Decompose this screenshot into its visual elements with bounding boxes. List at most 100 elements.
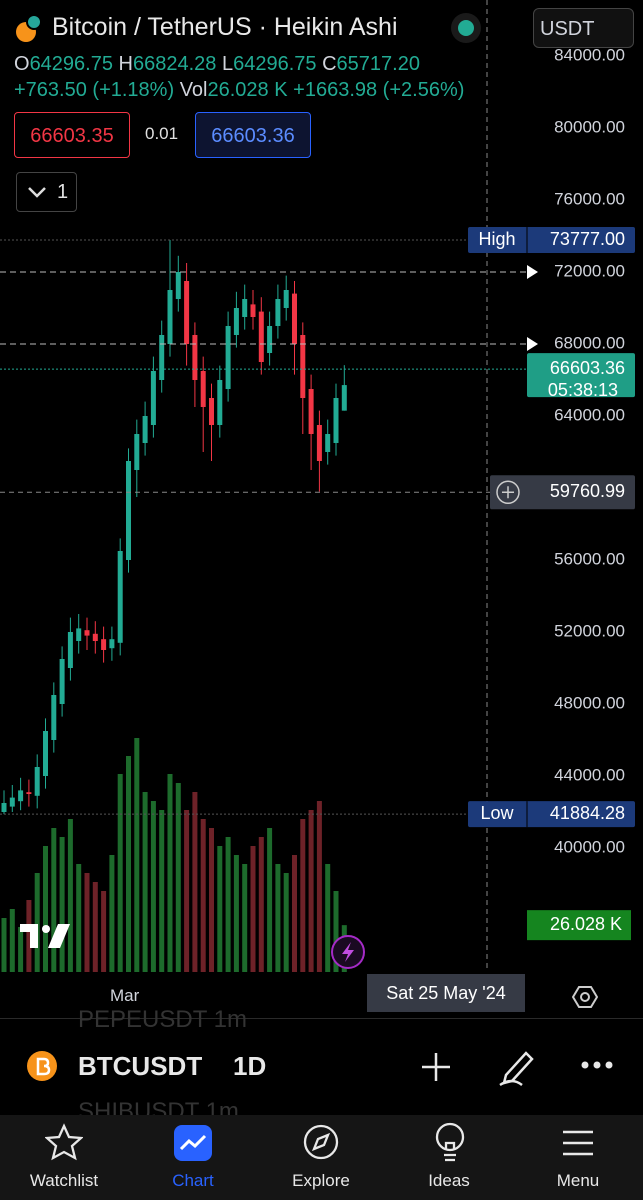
candle-body [325, 433, 331, 452]
nav-label[interactable]: Ideas [428, 1171, 470, 1190]
y-tick-label: 48000.00 [554, 693, 625, 712]
candle-body [142, 415, 148, 443]
volume-bar [76, 864, 82, 972]
alert-marker [527, 336, 538, 351]
chart-icon [174, 1125, 212, 1161]
market-status[interactable] [450, 12, 482, 44]
symbol[interactable]: BTCUSDT [78, 1051, 203, 1081]
lightning-button[interactable] [330, 934, 366, 970]
marker-name: Low [480, 803, 514, 823]
candle-body [316, 424, 322, 461]
volume-bar [18, 927, 24, 972]
candle-body [34, 766, 40, 796]
indicator-toggle[interactable]: 1 [16, 172, 77, 212]
volume-label-box [527, 910, 631, 941]
volume-bar [192, 792, 198, 972]
volume-bar [209, 828, 214, 972]
volume-bar [142, 792, 148, 972]
candle-body [225, 325, 231, 389]
symbol-icon [16, 14, 42, 42]
volume-bar [117, 774, 123, 972]
nav-label[interactable]: Watchlist [29, 1171, 99, 1190]
vol-value: 26.028 K [207, 79, 288, 101]
candle-body [92, 633, 98, 641]
next-symbol[interactable]: SHIBUSDT 1m [78, 1098, 239, 1115]
ohlc-row: O64296.75 H66824.28 L64296.75 C65717.20 [14, 53, 420, 76]
volume-bar [26, 900, 32, 972]
candle-body [18, 790, 24, 802]
interval[interactable]: 1D [233, 1051, 267, 1081]
settings-icon[interactable] [572, 984, 598, 1010]
more-button[interactable] [580, 1058, 614, 1072]
vol-change: +1663.98 (+2.56%) [293, 79, 465, 101]
candle-body [67, 631, 73, 668]
candle-body [341, 385, 347, 411]
volume-bar [84, 873, 90, 972]
candle-body [333, 397, 339, 443]
prev-symbol[interactable]: PEPEUSDT 1m [78, 1006, 247, 1032]
volume-bar [150, 801, 156, 972]
candle-body [275, 298, 281, 326]
marker-label: 41884.28 [550, 803, 625, 823]
sell-button[interactable]: 66603.35 [14, 112, 130, 158]
candle-body [192, 334, 198, 380]
ohlc-key: C [322, 53, 337, 75]
currency-button[interactable]: USDT [533, 8, 634, 48]
alert-marker [527, 264, 538, 279]
y-tick-label: 68000.00 [554, 333, 625, 352]
marker-label: 73777.00 [550, 229, 625, 249]
nav-label[interactable]: Chart [172, 1171, 214, 1190]
volume-bar [242, 864, 248, 972]
y-tick-label: 84000.00 [554, 45, 625, 64]
ideas-icon [435, 1122, 465, 1162]
nav-label[interactable]: Explore [292, 1171, 350, 1190]
countdown: 05:38:13 [548, 380, 618, 400]
x-tick-label: Mar [110, 986, 140, 1005]
candle-body [134, 433, 140, 470]
candle-body [308, 388, 314, 434]
volume-bar [9, 909, 15, 972]
add-button[interactable] [420, 1051, 452, 1083]
price-change: +763.50 (+1.18%) [14, 79, 175, 101]
y-tick-label: 56000.00 [554, 549, 625, 568]
y-tick-label: 40000.00 [554, 837, 625, 856]
crosshair-plus[interactable] [496, 480, 520, 505]
volume-bar [267, 828, 273, 972]
candle-body [184, 280, 190, 344]
volume-bar [292, 855, 297, 972]
volume-bar [175, 783, 181, 972]
candle-body [51, 694, 57, 740]
candle-body [26, 792, 32, 794]
chevron-icon [28, 187, 46, 198]
watchlist-icon [45, 1123, 83, 1161]
ohlc-key: H [118, 53, 133, 75]
candle-body [209, 397, 214, 425]
candle-body [175, 271, 181, 299]
volume-bar [325, 864, 331, 972]
candle-body [217, 379, 223, 425]
chart: 84000.00 80000.00 76000.00 72000.00 68000.00… [0, 0, 635, 972]
volume-bar [200, 819, 206, 972]
candle-body [117, 550, 123, 643]
volume-bar [316, 801, 322, 972]
candle-body [200, 370, 206, 407]
crosshair-box [490, 475, 635, 510]
candle-body [150, 370, 156, 425]
candle-body [76, 628, 82, 641]
volume-bar [59, 837, 65, 972]
volume-bar [333, 891, 339, 972]
volume-bar [101, 891, 107, 972]
buy-button[interactable]: 66603.36 [195, 112, 311, 158]
volume-bar [109, 855, 115, 972]
volume-bar [134, 738, 140, 972]
volume-bar [126, 756, 131, 972]
ohlc-value: 65717.20 [336, 53, 420, 75]
spread: 0.01 [145, 124, 179, 143]
draw-button[interactable] [498, 1047, 536, 1087]
ohlc-key: L [221, 53, 234, 75]
nav-label[interactable]: Menu [556, 1171, 600, 1190]
volume-bar [250, 846, 256, 972]
volume-bar [300, 819, 306, 972]
prev-symbol-text: PEPEUSDT 1m [78, 1006, 247, 1032]
